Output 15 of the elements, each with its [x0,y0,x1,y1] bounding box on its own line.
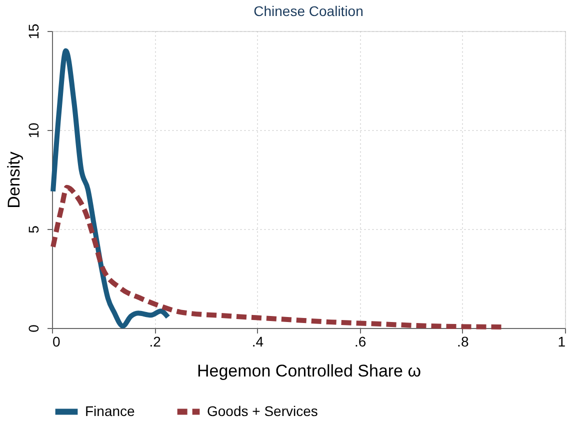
y-tick-label: 10 [26,122,42,138]
x-tick-label: .8 [457,334,469,350]
legend-label: Finance [85,402,136,419]
y-tick-label: 15 [26,24,42,40]
x-tick-label: .6 [354,334,366,350]
legend-label: Goods + Services [207,402,318,419]
y-tick-label: 5 [26,225,42,234]
x-axis-title: Hegemon Controlled Share ω [196,362,422,380]
y-tick-label: 0 [26,324,42,332]
x-tick-label: 0 [52,334,60,350]
x-tick-label: .2 [149,334,162,350]
y-axis-title: Density [4,151,24,208]
x-tick-label: .4 [252,334,264,350]
x-tick-label: 1 [558,334,566,350]
chart-title: Chinese Coalition [254,3,364,20]
